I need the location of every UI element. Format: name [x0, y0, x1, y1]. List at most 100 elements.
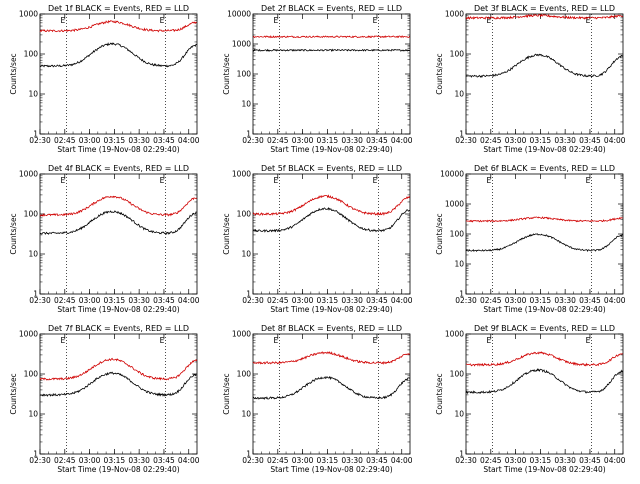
y-tick-label: 100: [450, 230, 465, 239]
plot-frame: [252, 13, 411, 135]
y-tick-label: 10: [28, 250, 38, 259]
x-tick-label: 02:30: [455, 296, 477, 305]
y-axis-label: Counts/sec: [435, 213, 444, 254]
x-tick-label: 03:00: [292, 296, 314, 305]
y-tick-label: 10: [28, 410, 38, 419]
y-tick-label: 10000: [440, 170, 464, 179]
x-tick-label: 04:00: [178, 456, 200, 465]
x-tick-label: 04:00: [604, 456, 626, 465]
y-tick-label: 100: [24, 50, 39, 59]
y-tick-label: 100: [24, 370, 39, 379]
y-tick-label: 10: [241, 250, 251, 259]
x-tick-label: 04:00: [391, 296, 413, 305]
x-axis-label: Start Time (19-Nov-08 02:29:40): [483, 145, 605, 154]
y-axis-label: Counts/sec: [9, 213, 18, 254]
lld-series-line: [465, 351, 623, 367]
plot-title: Det 7f BLACK = Events, RED = LLD: [48, 324, 189, 333]
x-tick-label: 02:30: [29, 136, 51, 145]
x-tick-label: 02:45: [267, 456, 289, 465]
y-tick-label: 1000: [232, 40, 251, 49]
x-tick-label: 03:30: [341, 456, 363, 465]
x-tick-label: 03:00: [79, 136, 101, 145]
plot-panel-5: Det 5f BLACK = Events, RED = LLD 1 10 100 10…: [222, 164, 413, 314]
plot-panel-8: Det 8f BLACK = Events, RED = LLD 1 10 100 10…: [222, 324, 413, 474]
event-marker-label: E: [373, 16, 378, 25]
x-tick-label: 02:45: [480, 136, 502, 145]
x-tick-label: 03:30: [554, 136, 576, 145]
event-marker-label: E: [373, 336, 378, 345]
plot-title: Det 6f BLACK = Events, RED = LLD: [474, 164, 615, 173]
lld-series-line: [252, 351, 411, 365]
x-tick-label: 03:45: [153, 136, 175, 145]
x-tick-label: 03:15: [530, 456, 552, 465]
y-tick-label: 1000: [232, 330, 251, 339]
events-series-line: [39, 371, 197, 397]
event-marker-label: E: [160, 176, 165, 185]
y-tick-label: 1: [33, 290, 38, 299]
events-series-line: [252, 375, 410, 401]
y-tick-label: 1: [459, 450, 464, 459]
plot-title: Det 4f BLACK = Events, RED = LLD: [48, 164, 189, 173]
x-tick-label: 03:45: [153, 296, 175, 305]
x-tick-label: 04:00: [391, 136, 413, 145]
event-marker-label: E: [373, 176, 378, 185]
x-tick-label: 03:15: [104, 296, 126, 305]
x-axis-label: Start Time (19-Nov-08 02:29:40): [483, 305, 605, 314]
plot-title: Det 2f BLACK = Events, RED = LLD: [261, 4, 402, 13]
x-tick-label: 03:00: [292, 136, 314, 145]
x-tick-label: 04:00: [178, 136, 200, 145]
y-axis-label: Counts/sec: [222, 373, 231, 414]
y-tick-label: 1000: [445, 10, 464, 19]
x-tick-label: 03:30: [341, 296, 363, 305]
y-tick-label: 10: [241, 100, 251, 109]
y-tick-label: 1000: [19, 10, 38, 19]
plot-panel-1: Det 1f BLACK = Events, RED = LLD 1 10 100 10…: [9, 4, 200, 154]
lld-series-line: [39, 357, 198, 381]
x-tick-label: 02:30: [242, 296, 264, 305]
plot-frame: [39, 13, 198, 135]
x-tick-label: 03:45: [366, 136, 388, 145]
x-tick-label: 02:45: [267, 296, 289, 305]
plot-panel-9: Det 9f BLACK = Events, RED = LLD 1 10 100 10…: [435, 324, 626, 474]
y-axis-label: Counts/sec: [222, 213, 231, 254]
plot-panel-6: Det 6f BLACK = Events, RED = LLD 1 10 100 10…: [435, 164, 626, 314]
y-axis-label: Counts/sec: [9, 373, 18, 414]
x-axis-label: Start Time (19-Nov-08 02:29:40): [57, 465, 179, 474]
x-tick-label: 03:15: [317, 296, 339, 305]
event-marker-label: E: [60, 176, 65, 185]
x-tick-label: 03:45: [153, 456, 175, 465]
x-tick-label: 03:30: [341, 136, 363, 145]
plot-panel-4: Det 4f BLACK = Events, RED = LLD 1 10 100 10…: [9, 164, 200, 314]
y-tick-label: 1: [459, 290, 464, 299]
x-tick-label: 03:15: [104, 456, 126, 465]
x-tick-label: 03:30: [128, 296, 150, 305]
y-tick-label: 1: [246, 450, 251, 459]
events-series-line: [39, 210, 197, 235]
x-tick-label: 02:45: [267, 136, 289, 145]
x-tick-label: 04:00: [604, 296, 626, 305]
x-axis-label: Start Time (19-Nov-08 02:29:40): [57, 145, 179, 154]
plot-panel-2: Det 2f BLACK = Events, RED = LLD 1 10 100 10…: [222, 4, 413, 154]
x-tick-label: 03:15: [104, 136, 126, 145]
plot-frame: [39, 333, 198, 455]
x-axis-label: Start Time (19-Nov-08 02:29:40): [57, 305, 179, 314]
event-marker-label: E: [273, 336, 278, 345]
y-tick-label: 1000: [445, 200, 464, 209]
y-tick-label: 1: [33, 130, 38, 139]
y-tick-label: 1: [246, 130, 251, 139]
plot-title: Det 1f BLACK = Events, RED = LLD: [48, 4, 189, 13]
x-tick-label: 03:45: [366, 456, 388, 465]
event-marker-label: E: [60, 16, 65, 25]
x-tick-label: 03:45: [579, 456, 601, 465]
plot-frame: [465, 333, 624, 455]
x-tick-label: 03:30: [128, 136, 150, 145]
event-marker-label: E: [586, 16, 591, 25]
y-tick-label: 100: [237, 210, 252, 219]
y-tick-label: 1: [246, 290, 251, 299]
y-tick-label: 100: [237, 370, 252, 379]
x-tick-label: 03:15: [530, 136, 552, 145]
y-tick-label: 1000: [232, 170, 251, 179]
x-tick-label: 02:45: [480, 456, 502, 465]
